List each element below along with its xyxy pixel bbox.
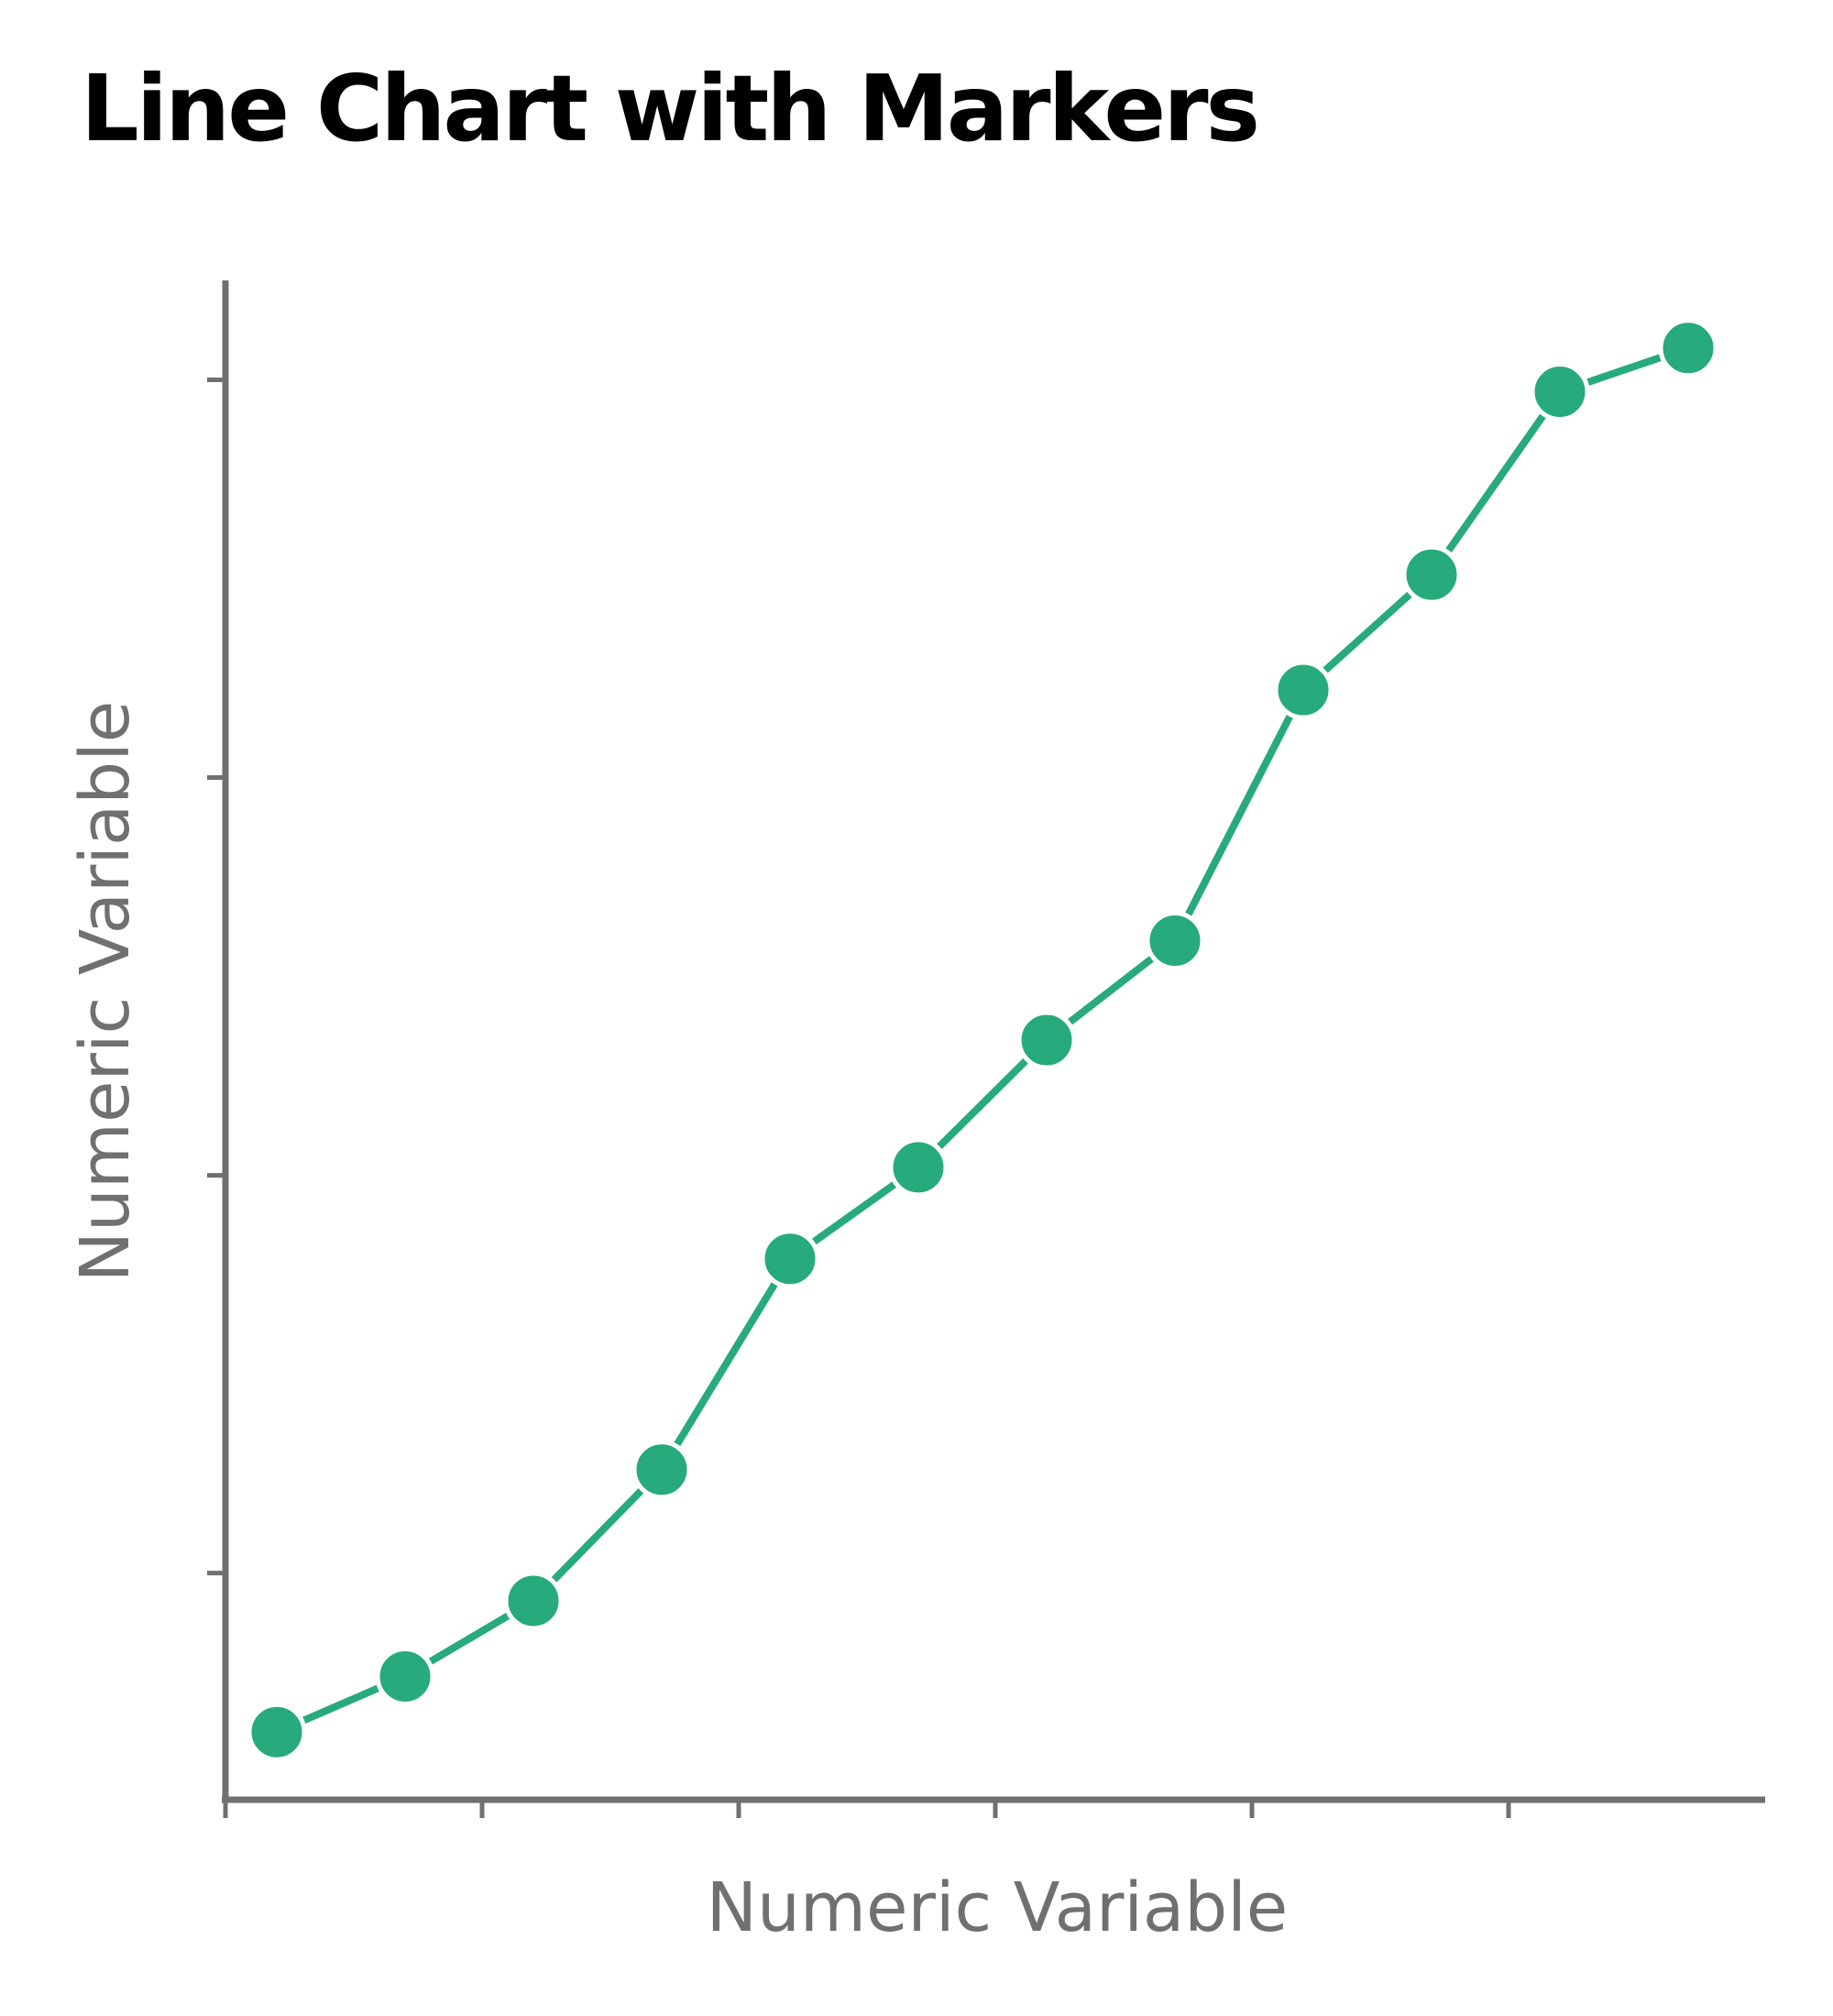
data-point-7 bbox=[1016, 1010, 1077, 1070]
y-axis-label: Numeric Variable bbox=[66, 701, 145, 1283]
data-point-10 bbox=[1401, 544, 1462, 605]
data-point-2 bbox=[375, 1646, 435, 1706]
series-layer bbox=[247, 318, 1718, 1762]
data-point-3 bbox=[503, 1571, 564, 1631]
data-point-5 bbox=[760, 1229, 820, 1289]
data-point-8 bbox=[1145, 910, 1205, 970]
series-line-1 bbox=[275, 344, 1690, 1736]
data-point-6 bbox=[888, 1137, 949, 1198]
data-point-11 bbox=[1530, 362, 1590, 422]
chart-title: Line Chart with Markers bbox=[81, 55, 1260, 162]
x-axis-label: Numeric Variable bbox=[707, 1868, 1289, 1947]
axis-ticks bbox=[207, 378, 1511, 1818]
data-point-9 bbox=[1273, 660, 1334, 720]
data-point-12 bbox=[1658, 318, 1718, 378]
data-point-1 bbox=[247, 1702, 307, 1762]
data-point-4 bbox=[631, 1440, 692, 1500]
